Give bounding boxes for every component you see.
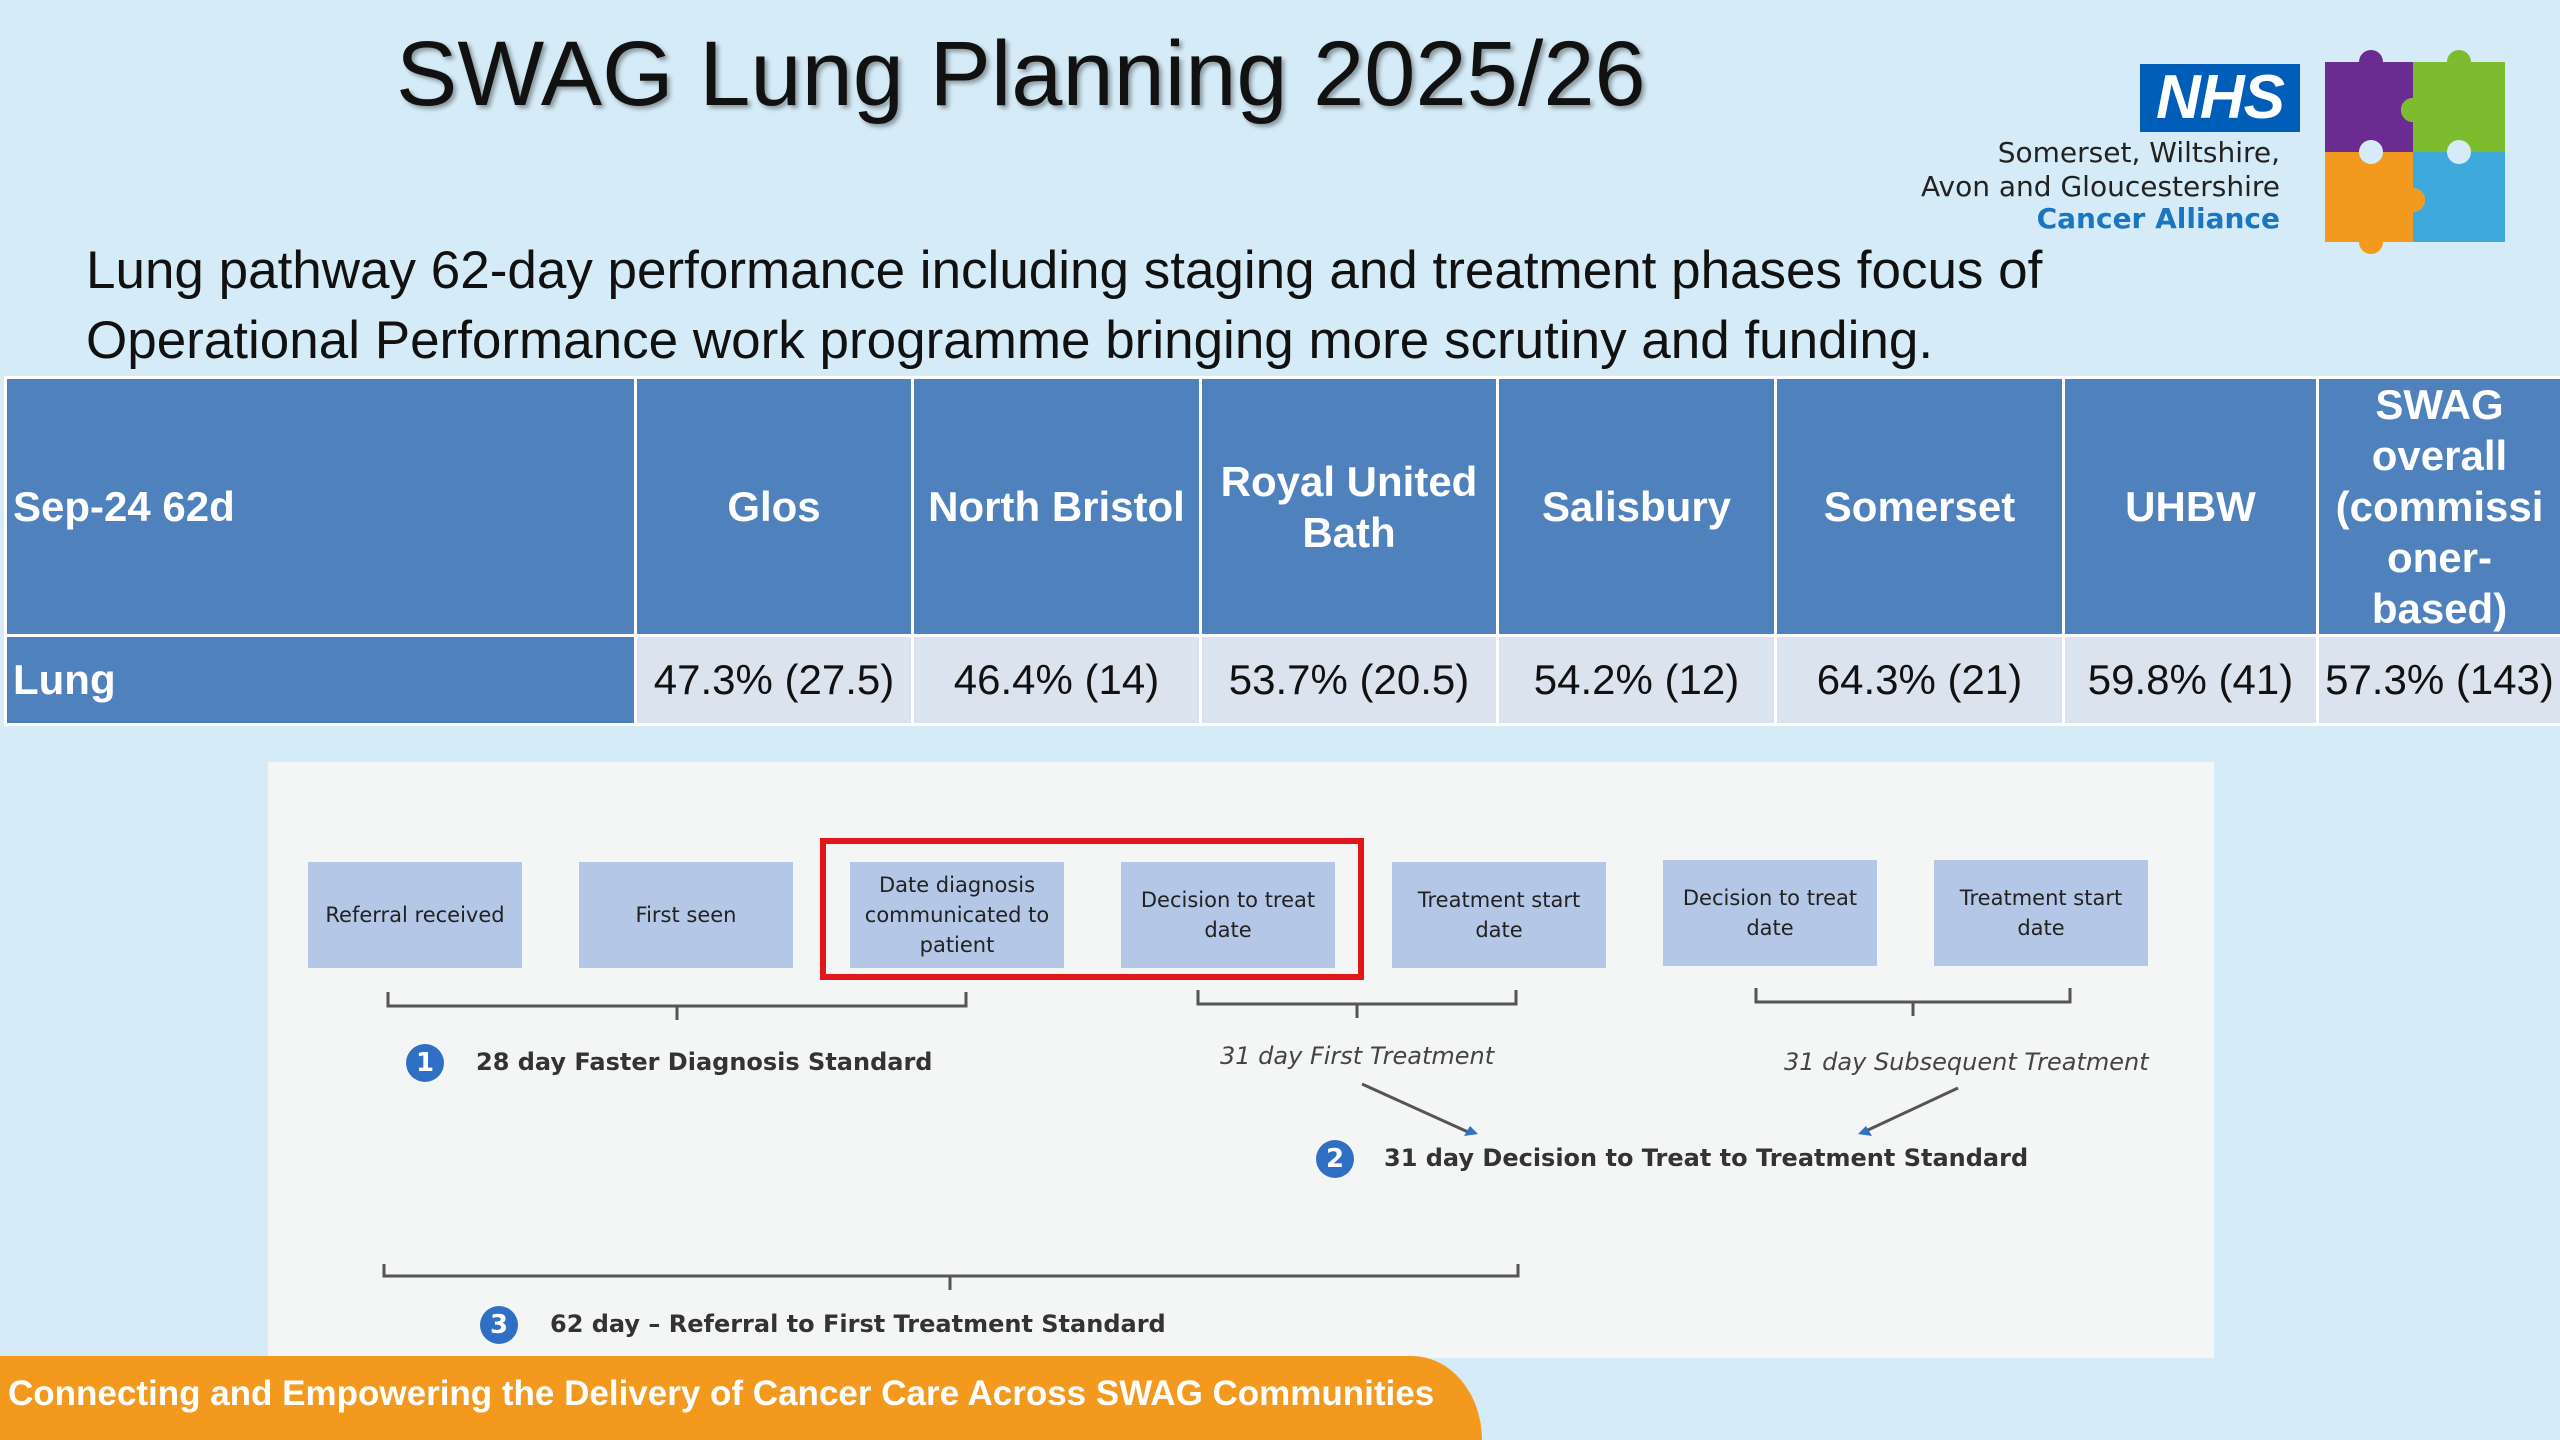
standard-3-number: 3 <box>480 1306 518 1344</box>
logo-text-line-3: Cancer Alliance <box>2036 202 2280 235</box>
logo-text-line-2: Avon and Gloucestershire <box>1921 170 2280 203</box>
step-treatment-start: Treatment start date <box>1392 862 1606 968</box>
column-header: Royal United Bath <box>1199 376 1499 637</box>
step-date-diagnosis-communicated: Date diagnosis communicated to patient <box>850 862 1064 968</box>
slide-title: SWAG Lung Planning 2025/26 <box>396 23 1646 125</box>
standard-2-label: 31 day Decision to Treat to Treatment St… <box>1384 1144 2029 1172</box>
column-header: Salisbury <box>1496 376 1777 637</box>
highlight-box <box>820 838 1364 980</box>
column-header: UHBW <box>2062 376 2319 637</box>
column-header: SWAG overall (commissi oner-based) <box>2316 376 2560 637</box>
standard-1-label: 28 day Faster Diagnosis Standard <box>476 1048 933 1076</box>
table-cell: 46.4% (14) <box>911 634 1202 726</box>
table-corner-header: Sep-24 62d <box>4 376 637 637</box>
table-cell: 53.7% (20.5) <box>1199 634 1499 726</box>
footer-banner: Connecting and Empowering the Delivery o… <box>0 1356 1482 1440</box>
pathway-brackets <box>382 988 2072 1290</box>
table-cell: 54.2% (12) <box>1496 634 1777 726</box>
table-cell: 59.8% (41) <box>2062 634 2319 726</box>
step-referral-received: Referral received <box>308 862 522 968</box>
puzzle-icon <box>2325 50 2505 254</box>
logo-text-line-1: Somerset, Wiltshire, <box>1997 136 2280 169</box>
row-header: Lung <box>4 634 637 726</box>
step-subsequent-treatment-start: Treatment start date <box>1934 860 2148 966</box>
table-cell: 64.3% (21) <box>1774 634 2065 726</box>
table-row: Lung 47.3% (27.5) 46.4% (14) 53.7% (20.5… <box>4 634 2560 726</box>
standard-3-label: 62 day – Referral to First Treatment Sta… <box>550 1310 1166 1338</box>
standard-1-number: 1 <box>406 1044 444 1082</box>
first-treatment-label: 31 day First Treatment <box>1220 1042 1495 1070</box>
nhs-logo: NHS <box>2140 64 2300 132</box>
cancer-alliance-logo: NHS Somerset, Wiltshire, Avon and Glouce… <box>1921 40 2520 260</box>
subsequent-treatment-label: 31 day Subsequent Treatment <box>1784 1048 2149 1076</box>
performance-table: Sep-24 62d Glos North Bristol Royal Unit… <box>4 376 2560 726</box>
table-header-row: Sep-24 62d Glos North Bristol Royal Unit… <box>4 376 2560 637</box>
standard-2-number: 2 <box>1316 1140 1354 1178</box>
column-header: North Bristol <box>911 376 1202 637</box>
footer-text: Connecting and Empowering the Delivery o… <box>8 1374 1435 1413</box>
step-subsequent-decision-to-treat: Decision to treat date <box>1663 860 1877 966</box>
step-decision-to-treat: Decision to treat date <box>1121 862 1335 968</box>
step-first-seen: First seen <box>579 862 793 968</box>
slide-subtitle: Lung pathway 62-day performance includin… <box>86 241 2043 370</box>
table-cell: 47.3% (27.5) <box>634 634 914 726</box>
column-header: Somerset <box>1774 376 2065 637</box>
table-cell: 57.3% (143) <box>2316 634 2560 726</box>
column-header: Glos <box>634 376 914 637</box>
pathway-diagram: Referral received First seen Date diagno… <box>268 762 2214 1358</box>
